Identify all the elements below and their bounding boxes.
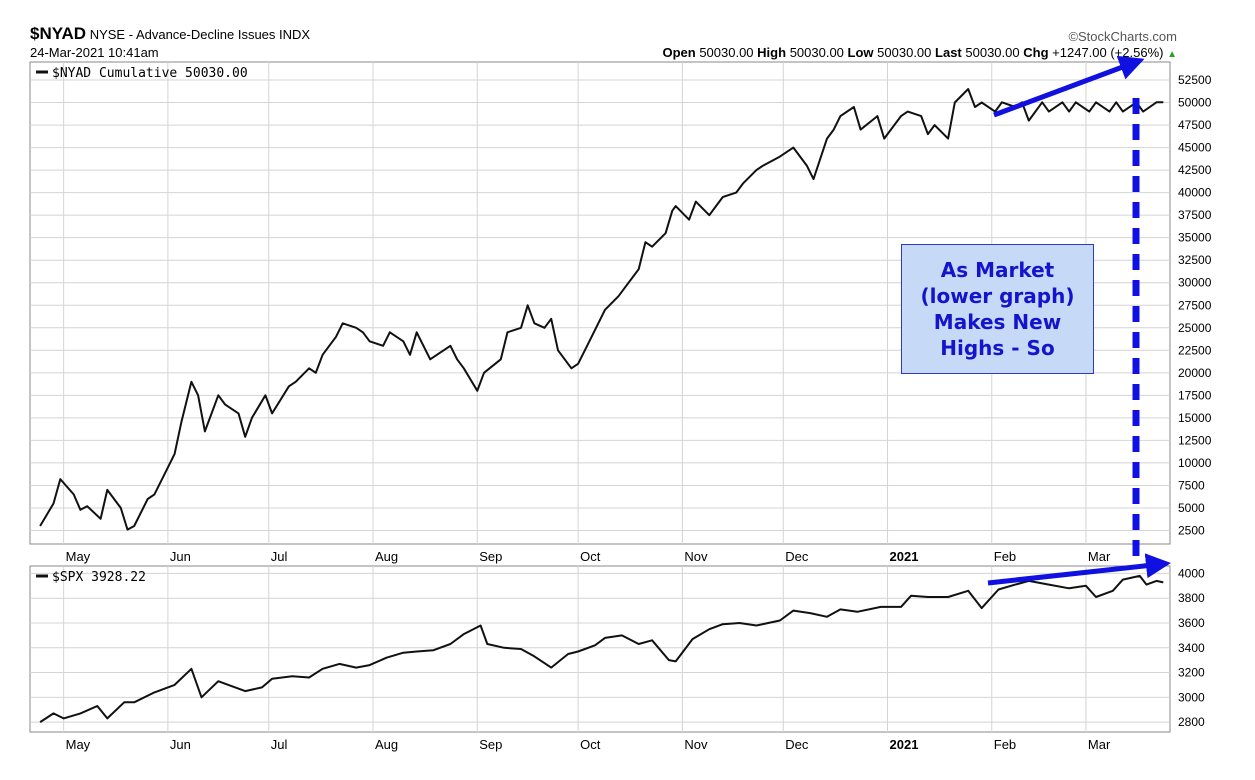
y-tick-label: 47500 [1178, 118, 1212, 132]
last-label: Last [935, 45, 962, 60]
y-tick-label: 32500 [1178, 253, 1212, 267]
y-tick-label: 3000 [1178, 690, 1205, 704]
y-tick-label: 7500 [1178, 478, 1205, 492]
low-value: 50030.00 [877, 45, 932, 60]
legend-label: $SPX 3928.22 [52, 570, 146, 585]
chart-datetime: 24-Mar-2021 10:41am [30, 45, 159, 60]
y-tick-label: 22500 [1178, 343, 1212, 357]
x-tick-label: Dec [785, 737, 809, 752]
x-tick-label: May [66, 549, 91, 564]
y-tick-label: 25000 [1178, 321, 1212, 335]
chart-title-row: $NYAD NYSE - Advance-Decline Issues INDX [30, 24, 311, 43]
y-tick-label: 5000 [1178, 501, 1205, 515]
price-stats: Open 50030.00 High 50030.00 Low 50030.00… [662, 45, 1177, 62]
nyad-panel: 2500 5000 7500 10000 12500 15000 17500 20000 225… [29, 61, 1212, 564]
spx-panel: 2800 3000 3200 3400 3600 3800 4000 May Jun Jul Aug… [29, 565, 1205, 752]
x-tick-label: 2021 [890, 737, 919, 752]
y-tick-label: 3400 [1178, 641, 1205, 655]
y-tick-label: 37500 [1178, 208, 1212, 222]
y-tick-label: 3600 [1178, 616, 1205, 630]
plot-frame [29, 565, 1171, 733]
y-tick-label: 52500 [1178, 73, 1212, 87]
y-tick-label: 40000 [1178, 186, 1212, 200]
y-tick-label: 10000 [1178, 456, 1212, 470]
x-tick-label: Sep [479, 737, 502, 752]
high-label: High [757, 45, 787, 60]
y-tick-label: 15000 [1178, 411, 1212, 425]
x-tick-label: Sep [479, 549, 502, 564]
y-tick-label: 12500 [1178, 433, 1212, 447]
last-value: 50030.00 [965, 45, 1020, 60]
x-tick-label: May [66, 737, 91, 752]
y-tick-label: 30000 [1178, 276, 1212, 290]
x-tick-label: Jul [271, 737, 288, 752]
y-tick-label: 2500 [1178, 523, 1205, 537]
annotation-text: As Market (lower graph) Makes New Highs … [920, 258, 1075, 360]
x-tick-label: Oct [580, 737, 601, 752]
symbol-description: NYSE - Advance-Decline Issues [89, 27, 276, 42]
x-tick-label: Oct [580, 549, 601, 564]
x-tick-label: Dec [785, 549, 809, 564]
y-tick-label: 17500 [1178, 388, 1212, 402]
nyad-trend-arrow [993, 55, 1145, 118]
exchange-label: INDX [279, 27, 311, 42]
x-tick-label: Nov [684, 549, 708, 564]
x-tick-label: Feb [994, 737, 1016, 752]
y-tick-label: 42500 [1178, 163, 1212, 177]
y-tick-label: 4000 [1178, 566, 1205, 580]
y-tick-label: 3200 [1178, 666, 1205, 680]
series-line [39, 88, 1164, 531]
y-tick-label: 45000 [1178, 141, 1212, 155]
x-tick-label: Jun [170, 549, 191, 564]
x-tick-label: Mar [1088, 549, 1111, 564]
y-tick-label: 35000 [1178, 231, 1212, 245]
up-arrow-icon: ▲ [1167, 49, 1177, 60]
y-tick-label: 20000 [1178, 366, 1212, 380]
low-label: Low [847, 45, 874, 60]
x-tick-label: Mar [1088, 737, 1111, 752]
y-tick-label: 2800 [1178, 715, 1205, 729]
x-tick-label: Aug [375, 737, 398, 752]
x-tick-label: Jul [271, 549, 288, 564]
x-tick-label: Jun [170, 737, 191, 752]
y-tick-label: 3800 [1178, 591, 1205, 605]
y-tick-label: 50000 [1178, 96, 1212, 110]
chg-label: Chg [1023, 45, 1049, 60]
spx-trend-arrow [987, 553, 1171, 586]
open-label: Open [662, 45, 696, 60]
series-line [39, 574, 1164, 723]
annotation-box: As Market (lower graph) Makes New Highs … [901, 244, 1094, 374]
annotation-arrows [987, 55, 1171, 586]
open-value: 50030.00 [699, 45, 754, 60]
legend-label: $NYAD Cumulative 50030.00 [52, 66, 248, 81]
brand-watermark: ©StockCharts.com [1068, 29, 1177, 44]
x-tick-label: Feb [994, 549, 1016, 564]
high-value: 50030.00 [789, 45, 844, 60]
x-tick-label: Aug [375, 549, 398, 564]
y-tick-label: 27500 [1178, 298, 1212, 312]
x-tick-label: 2021 [890, 549, 919, 564]
x-tick-label: Nov [684, 737, 708, 752]
symbol-label: $NYAD [30, 24, 87, 43]
